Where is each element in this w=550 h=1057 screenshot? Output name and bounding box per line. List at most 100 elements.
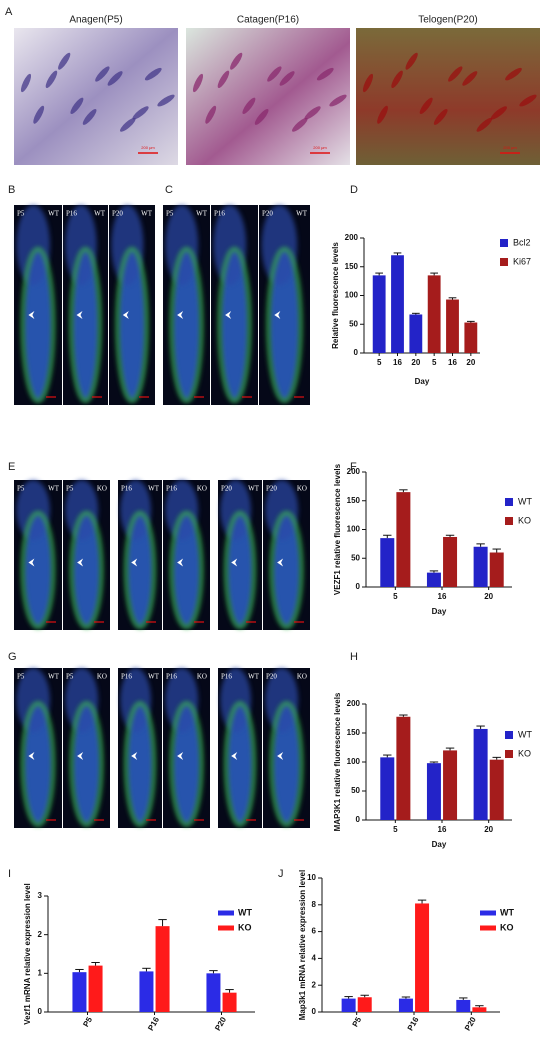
- micrograph-label: KO: [97, 673, 107, 681]
- y-axis-label: VEZF1 relative fluorescence levels: [333, 463, 342, 595]
- nuclear-stain: [265, 668, 299, 732]
- nuclear-stain: [220, 249, 249, 401]
- arrowhead: [122, 311, 129, 319]
- x-axis-label: Day: [432, 840, 447, 849]
- nuclear-stain: [72, 249, 99, 401]
- micrograph-label: P20: [112, 210, 123, 218]
- nuclear-stain: [226, 513, 254, 627]
- x-tick-label: 16: [393, 358, 402, 367]
- tissue-structure: [230, 52, 243, 70]
- nuclear-stain: [269, 249, 300, 401]
- legend-label: KO: [500, 922, 514, 932]
- protein-stain: [20, 701, 56, 827]
- image-title: Anagen(P5): [69, 15, 122, 26]
- tissue-structure: [192, 73, 204, 93]
- arrowhead: [28, 311, 35, 319]
- arrowhead: [231, 558, 238, 567]
- y-tick-label: 200: [347, 699, 361, 708]
- x-tick-label: P16: [406, 1015, 421, 1032]
- legend-swatch: [480, 925, 496, 931]
- tissue-structure: [144, 67, 162, 81]
- x-tick-label: P20: [463, 1015, 478, 1032]
- micrograph: P16 WT: [118, 480, 162, 630]
- micrograph-label: WT: [148, 485, 160, 493]
- x-tick-label: 16: [438, 825, 447, 834]
- y-tick-label: 3: [38, 891, 43, 900]
- arrowhead: [177, 558, 184, 567]
- micrograph-label: P5: [17, 673, 25, 681]
- micrograph-label: WT: [248, 485, 260, 493]
- legend-swatch: [505, 498, 513, 506]
- nuclear-stain: [165, 205, 199, 285]
- bar: [446, 299, 459, 353]
- micrograph-label: P16: [214, 210, 225, 218]
- bar: [357, 997, 372, 1012]
- y-tick-label: 8: [312, 900, 317, 909]
- nuclear-stain: [16, 668, 50, 732]
- panel-letter: A: [5, 6, 13, 18]
- micrograph-label: P5: [17, 485, 25, 493]
- protein-stain: [115, 247, 149, 403]
- arrowhead: [28, 558, 35, 567]
- bar: [139, 971, 154, 1012]
- x-tick-label: 20: [484, 825, 493, 834]
- micrograph: P5 KO: [63, 668, 110, 828]
- tissue-structure: [254, 109, 269, 125]
- tissue-structure: [157, 94, 175, 107]
- bar: [222, 992, 237, 1012]
- micrograph-label: WT: [296, 210, 308, 218]
- micrograph: P16 WT: [218, 668, 262, 828]
- micrograph-label: P16: [166, 485, 177, 493]
- nuclear-stain: [220, 480, 252, 540]
- y-tick-label: 50: [351, 786, 360, 795]
- protein-stain: [266, 247, 303, 403]
- bar: [341, 998, 356, 1012]
- histology-image: [186, 28, 350, 165]
- tissue-structure: [70, 97, 84, 115]
- y-tick-label: 0: [312, 1007, 317, 1016]
- micrograph-label: P16: [166, 673, 177, 681]
- legend-label: WT: [500, 907, 514, 917]
- nuclear-stain: [72, 703, 101, 825]
- micrograph-label: KO: [97, 485, 107, 493]
- micrograph-label: KO: [197, 485, 207, 493]
- tissue-structure: [377, 105, 388, 124]
- micrograph: P16 WT: [118, 668, 162, 828]
- x-tick-label: P20: [213, 1015, 228, 1032]
- bar: [409, 314, 423, 353]
- bar: [443, 536, 458, 587]
- protein-stain: [123, 701, 157, 827]
- legend-swatch: [505, 517, 513, 525]
- bar: [473, 728, 488, 820]
- micrograph-label: P20: [221, 485, 232, 493]
- arrowhead: [177, 752, 184, 760]
- nuclear-stain: [165, 668, 199, 732]
- panel-letter: G: [8, 651, 17, 663]
- nuclear-stain: [65, 668, 99, 732]
- y-axis-label: Relative fluorescence levels: [331, 242, 340, 349]
- tissue-structure: [405, 52, 418, 70]
- micrograph: P20 KO: [263, 668, 310, 828]
- legend-swatch: [218, 910, 234, 916]
- bar: [380, 757, 395, 820]
- y-tick-label: 0: [356, 815, 361, 824]
- bar: [426, 572, 441, 587]
- bar: [456, 999, 471, 1012]
- y-tick-label: 0: [38, 1007, 43, 1016]
- legend-swatch: [500, 239, 508, 247]
- micrograph-label: KO: [297, 485, 307, 493]
- protein-stain: [269, 511, 304, 629]
- panel-letter: H: [350, 651, 358, 663]
- arrowhead: [277, 752, 284, 760]
- tissue-structure: [107, 71, 123, 86]
- tissue-structure: [462, 71, 478, 86]
- tissue-structure: [267, 66, 282, 82]
- y-tick-label: 0: [354, 348, 359, 357]
- bar: [396, 492, 411, 587]
- x-tick-label: 5: [377, 358, 382, 367]
- scale-bar-label: 200 μm: [141, 145, 155, 150]
- nuclear-stain: [118, 249, 146, 401]
- protein-stain: [169, 511, 204, 629]
- micrograph-label: P20: [266, 485, 277, 493]
- tissue-structure: [304, 106, 321, 120]
